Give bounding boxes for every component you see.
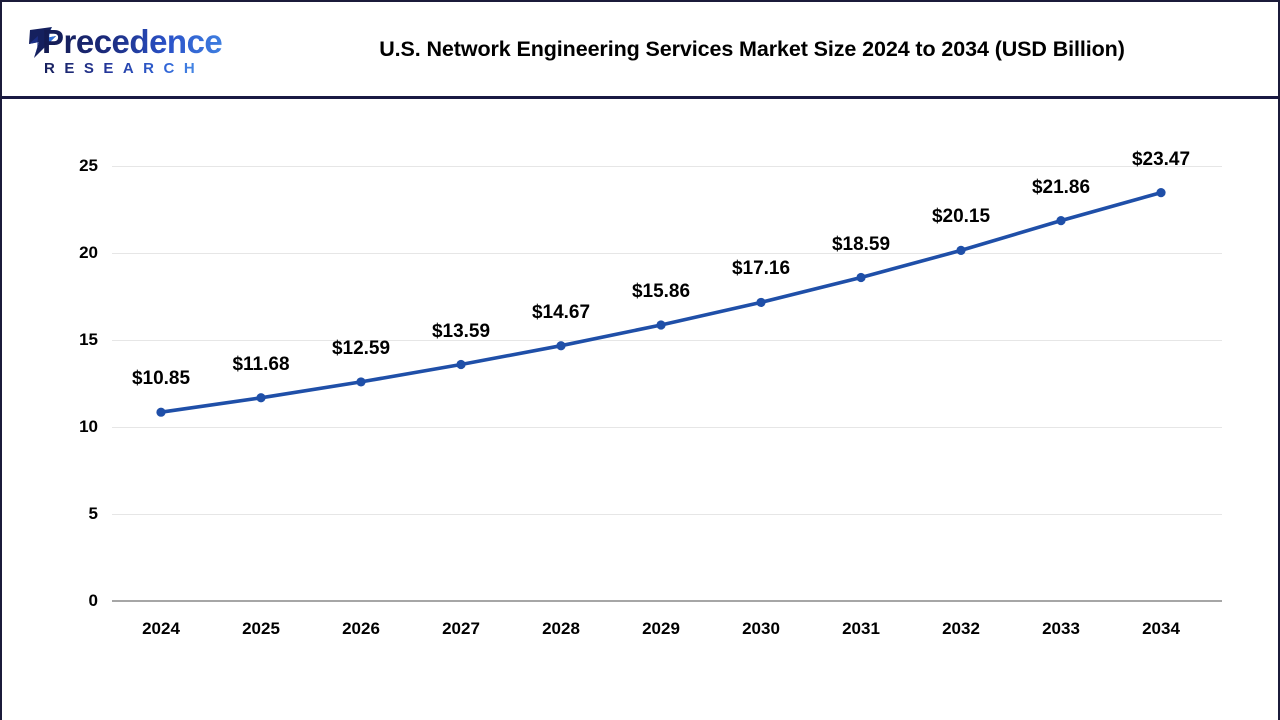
gridline	[112, 253, 1222, 254]
x-axis-tick-label: 2030	[742, 619, 780, 638]
x-axis-tick-label: 2028	[542, 619, 580, 638]
x-axis-tick-label: 2033	[1042, 619, 1080, 638]
precedence-research-logo: Precedence RESEARCH	[14, 24, 224, 86]
data-point-marker	[456, 359, 466, 370]
x-axis-tick-label: 2024	[142, 619, 180, 638]
y-axis-tick-label: 5	[88, 504, 98, 523]
x-axis-tick-label: 2034	[1142, 619, 1180, 638]
gridline	[112, 166, 1222, 167]
page-title: U.S. Network Engineering Services Market…	[379, 36, 1125, 61]
gridline	[112, 427, 1222, 428]
chart-header: Precedence RESEARCH U.S. Network Enginee…	[2, 2, 1278, 99]
x-axis-tick-label: 2029	[642, 619, 680, 638]
y-axis-tick-label: 25	[79, 156, 98, 175]
precedence-p-mark-icon	[29, 27, 56, 58]
data-point-label: $14.67	[531, 301, 591, 323]
y-axis-tick-label: 20	[79, 243, 98, 262]
data-point-marker	[1056, 216, 1066, 226]
gridline	[112, 514, 1222, 515]
data-point-label: $11.68	[232, 353, 290, 375]
data-point-label: $12.59	[331, 337, 391, 359]
data-point-label: $18.59	[831, 233, 891, 255]
data-point-marker	[656, 320, 666, 330]
x-axis-tick-label: 2027	[442, 619, 480, 638]
data-point-label: $17.16	[731, 258, 791, 280]
data-point-marker	[556, 341, 566, 351]
y-axis-tick-label: 10	[79, 417, 98, 436]
y-axis-tick-label: 0	[88, 591, 98, 610]
data-point-label: $21.86	[1031, 176, 1091, 198]
logo-subtitle: RESEARCH	[44, 60, 205, 77]
data-point-marker	[256, 393, 266, 403]
logo-wordmark: Precedence	[42, 23, 223, 60]
data-point-label: $20.15	[931, 206, 991, 228]
y-axis-tick-label: 15	[79, 330, 98, 349]
data-point-label: $13.59	[431, 320, 491, 342]
x-axis-tick-label: 2032	[942, 619, 980, 638]
data-point-marker	[156, 407, 166, 417]
data-point-marker	[856, 272, 866, 283]
data-point-marker	[756, 297, 766, 308]
data-point-label: $23.47	[1131, 148, 1191, 170]
x-axis-tick-label: 2031	[842, 619, 880, 638]
x-axis-line	[112, 600, 1222, 602]
gridline	[112, 340, 1222, 341]
chart-plot-area: 0 5 10 15 20 25 $10.85 $11.68 $12.59 $13.59 $14.6…	[2, 99, 1278, 719]
data-point-label: $15.86	[631, 281, 691, 303]
data-point-marker	[356, 377, 366, 387]
data-point-marker	[1156, 188, 1166, 198]
x-axis-tick-label: 2025	[242, 619, 280, 638]
data-point-label: $10.85	[131, 368, 191, 390]
x-axis-tick-label: 2026	[342, 619, 380, 638]
